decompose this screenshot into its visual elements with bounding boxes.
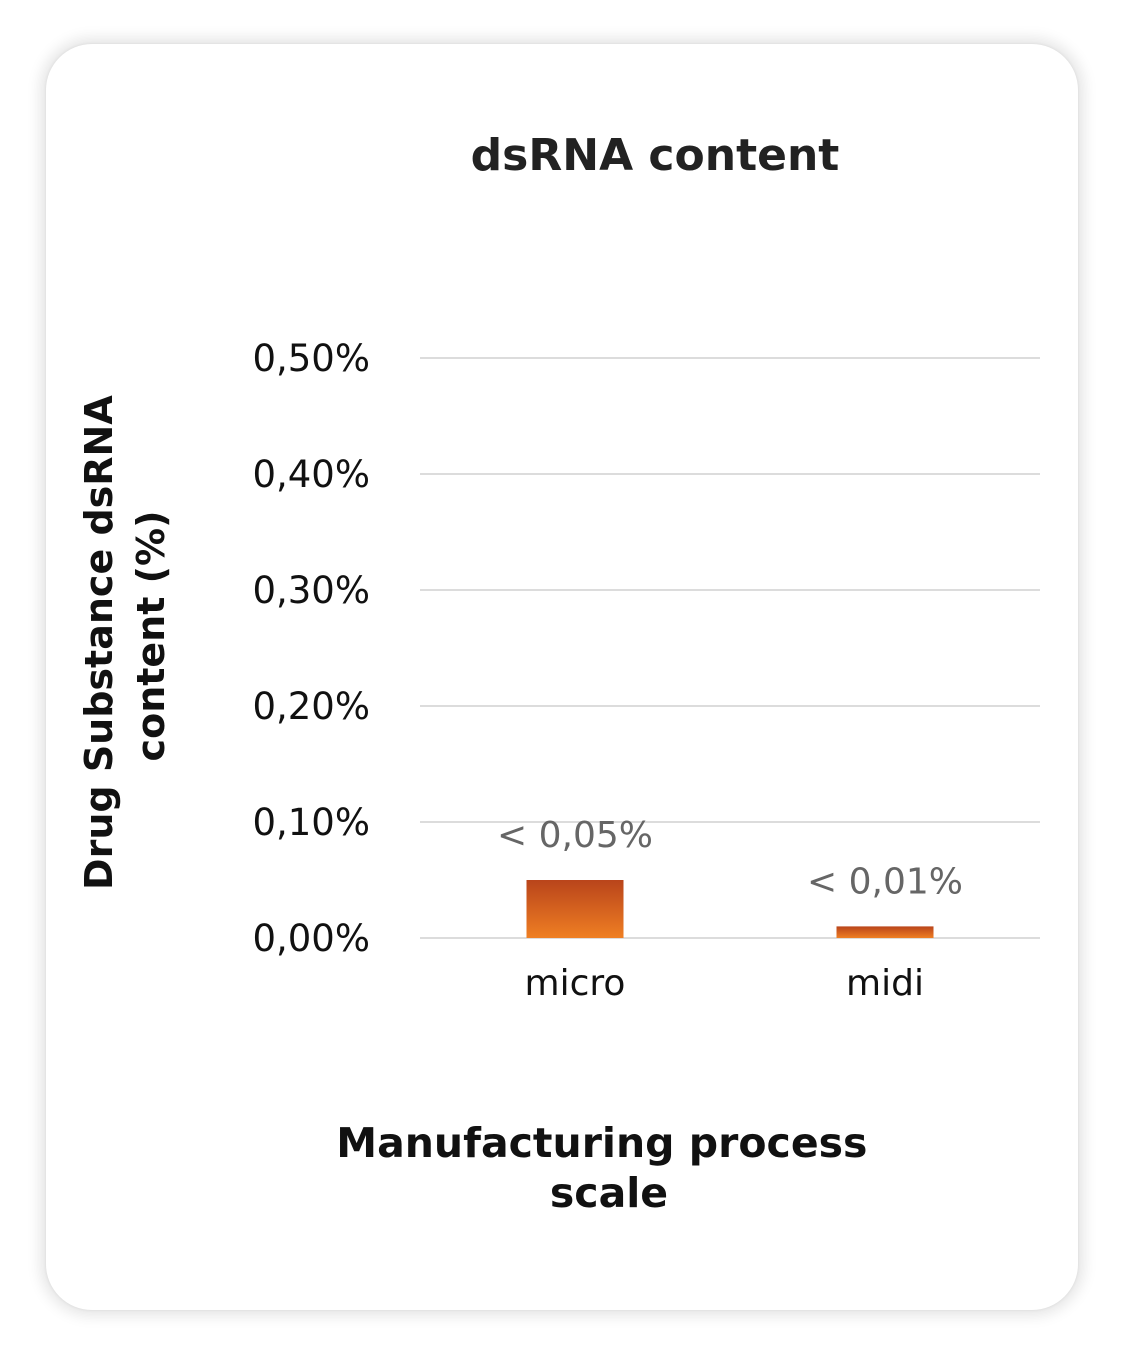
x-axis-label: Manufacturing process scale <box>336 1119 881 1217</box>
x-axis-label-line-2: scale <box>550 1169 668 1217</box>
y-tick-label: 0,00% <box>252 917 370 960</box>
data-label: < 0,01% <box>807 861 963 902</box>
y-tick-label: 0,30% <box>252 569 370 612</box>
chart-title: dsRNA content <box>471 130 840 181</box>
y-tick-label: 0,20% <box>252 685 370 728</box>
bar-micro <box>526 880 624 938</box>
bar-midi <box>836 926 934 938</box>
chart-card <box>46 44 1078 1310</box>
x-tick-label: micro <box>525 963 626 1004</box>
y-tick-label: 0,40% <box>252 453 370 496</box>
y-tick-label: 0,10% <box>252 801 370 844</box>
data-label: < 0,05% <box>497 815 653 856</box>
y-axis-label-line-2: content (%) <box>129 511 173 762</box>
data-labels: < 0,05% < 0,01% <box>497 815 963 902</box>
y-tick-labels: 0,00% 0,10% 0,20% 0,30% 0,40% 0,50% <box>252 337 370 960</box>
bars <box>526 880 934 938</box>
gridlines <box>420 357 1040 939</box>
y-axis-label: Drug Substance dsRNA content (%) <box>77 382 173 890</box>
y-axis-label-line-1: Drug Substance dsRNA <box>77 395 121 890</box>
x-axis-label-line-1: Manufacturing process <box>336 1119 867 1167</box>
x-tick-labels: micro midi <box>525 963 924 1004</box>
y-tick-label: 0,50% <box>252 337 370 380</box>
x-tick-label: midi <box>846 963 924 1004</box>
